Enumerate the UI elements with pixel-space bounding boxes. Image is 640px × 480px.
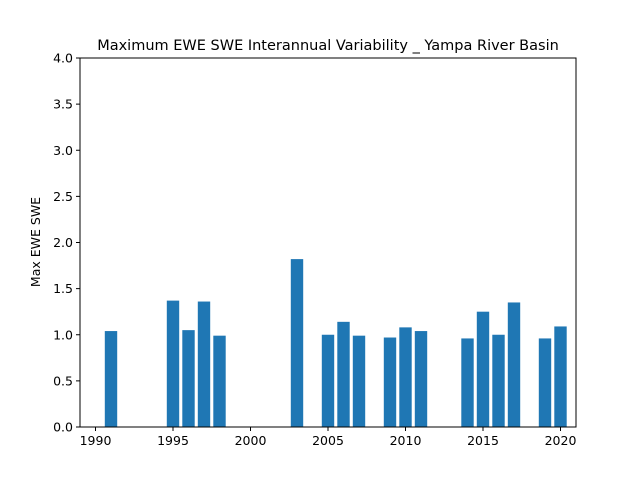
y-tick-label: 4.0 — [53, 51, 73, 66]
y-tick-label: 3.0 — [53, 143, 73, 158]
y-tick-label: 0.0 — [53, 420, 73, 435]
x-tick-label: 2005 — [312, 433, 344, 448]
y-tick-label: 1.5 — [53, 281, 73, 296]
bar-2003 — [290, 259, 304, 427]
bar-2017 — [507, 302, 521, 427]
bar-1998 — [213, 335, 226, 427]
y-axis-label: Max EWE SWE — [28, 197, 43, 287]
bar-2007 — [352, 335, 366, 427]
bar-2014 — [461, 338, 474, 427]
chart-title: Maximum EWE SWE Interannual Variability … — [97, 38, 559, 54]
x-tick-label: 2020 — [545, 433, 577, 448]
y-tick-label: 2.5 — [53, 189, 73, 204]
x-tick-label: 2000 — [235, 433, 267, 448]
x-tick-label: 1990 — [80, 433, 112, 448]
x-tick-label: 2015 — [467, 433, 499, 448]
y-tick-label: 1.0 — [53, 327, 73, 342]
bar-1991 — [104, 331, 118, 427]
y-tick-label: 2.0 — [53, 235, 73, 250]
bar-2019 — [538, 338, 552, 427]
y-tick-label: 3.5 — [53, 97, 73, 112]
bar-2015 — [476, 311, 490, 427]
plot-frame — [79, 57, 577, 428]
y-axis-ticks: 0.0 0.5 1.0 1.5 2.0 2.5 3.0 3.5 4.0 — [53, 51, 80, 435]
bar-2010 — [399, 327, 412, 427]
bar-2005 — [321, 334, 335, 427]
bar-2011 — [414, 331, 428, 427]
bar-1997 — [197, 301, 211, 427]
bar-2016 — [492, 334, 505, 427]
x-tick-label: 2010 — [390, 433, 422, 448]
y-tick-label: 0.5 — [53, 373, 73, 388]
bar-1995 — [166, 300, 180, 427]
bar-2020 — [554, 326, 567, 427]
bars-group — [104, 259, 567, 427]
bar-2006 — [337, 321, 350, 427]
x-axis-ticks: 1990 1995 2000 2005 2010 2015 2020 — [80, 427, 577, 448]
bar-1996 — [182, 330, 195, 427]
bar-2009 — [383, 337, 397, 427]
x-tick-label: 1995 — [157, 433, 189, 448]
